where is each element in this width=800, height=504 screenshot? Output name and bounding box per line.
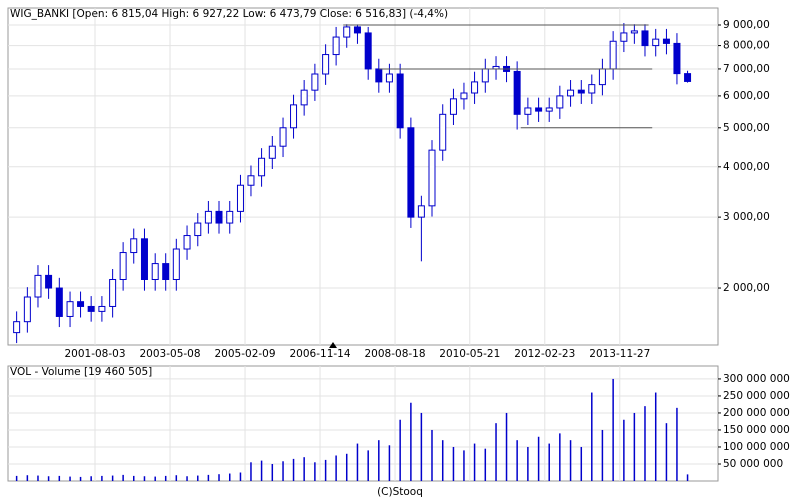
- candle-body: [332, 36, 340, 56]
- candle-body: [98, 305, 106, 312]
- volume-panel: [7, 365, 719, 482]
- x-tick-label: 2013-11-27: [589, 348, 650, 360]
- y-tick-label: 4 000,00: [723, 161, 770, 173]
- candle-body: [385, 73, 393, 83]
- candle-body: [481, 68, 489, 83]
- candle-body: [183, 235, 191, 250]
- candle-body: [396, 73, 404, 129]
- candle-body: [162, 263, 170, 281]
- candle-body: [45, 274, 53, 289]
- candle-body: [215, 210, 223, 224]
- candle-body: [258, 157, 266, 177]
- candle-body: [641, 30, 649, 47]
- candle-body: [417, 205, 425, 218]
- candle-body: [66, 301, 74, 317]
- candle-body: [268, 145, 276, 159]
- x-tick-label: 2012-02-23: [514, 348, 575, 360]
- candle-body: [279, 127, 287, 147]
- candle-body: [588, 84, 596, 94]
- candle-body: [609, 40, 617, 70]
- candle-body: [226, 210, 234, 224]
- candle-body: [513, 70, 521, 115]
- y-tick-label: 200 000 000: [723, 407, 790, 419]
- x-tick-label: 2001-08-03: [64, 348, 125, 360]
- price-panel: [7, 7, 719, 346]
- candle-body: [300, 89, 308, 106]
- candle-body: [172, 248, 180, 281]
- y-tick-label: 9 000,00: [723, 19, 770, 31]
- footer: (C)Stooq: [377, 486, 423, 498]
- candle-body: [130, 238, 138, 254]
- candle-body: [662, 38, 670, 44]
- candle-body: [577, 89, 585, 94]
- y-tick-label: 300 000 000: [723, 373, 790, 385]
- candle-body: [311, 73, 319, 91]
- y-tick-label: 150 000 000: [723, 424, 790, 436]
- candle-body: [119, 252, 127, 281]
- y-tick-label: 250 000 000: [723, 390, 790, 402]
- y-tick-label: 100 000 000: [723, 441, 790, 453]
- volume-title: VOL - Volume [19 460 505]: [10, 366, 152, 378]
- candle-body: [151, 263, 159, 281]
- candle-body: [194, 222, 202, 237]
- candle-body: [630, 30, 638, 34]
- candle-body: [428, 149, 436, 207]
- marker: [329, 342, 337, 348]
- y-tick-label: 5 000,00: [723, 122, 770, 134]
- candle-body: [524, 107, 532, 115]
- y-tick-label: 3 000,00: [723, 211, 770, 223]
- candle-body: [439, 113, 447, 151]
- candle-body: [471, 81, 479, 94]
- candle-body: [77, 301, 85, 307]
- x-tick-label: 2008-08-18: [365, 348, 426, 360]
- candle-body: [55, 287, 63, 317]
- candle-body: [23, 296, 31, 323]
- candle-body: [652, 38, 660, 47]
- x-tick-label: 2005-02-09: [215, 348, 276, 360]
- candle-body: [545, 107, 553, 112]
- x-tick-label: 2006-11-14: [290, 348, 351, 360]
- candle-body: [236, 184, 244, 212]
- y-tick-label: 50 000 000: [723, 458, 783, 470]
- y-tick-label: 2 000,00: [723, 282, 770, 294]
- candle-body: [460, 92, 468, 100]
- candle-body: [567, 89, 575, 97]
- candle-body: [620, 32, 628, 42]
- y-tick-label: 7 000,00: [723, 63, 770, 75]
- candle-body: [343, 26, 351, 38]
- candle-body: [556, 95, 564, 109]
- candle-body: [375, 68, 383, 83]
- candle-body: [598, 68, 606, 86]
- candle-body: [34, 274, 42, 298]
- y-tick-label: 6 000,00: [723, 90, 770, 102]
- candle-body: [247, 175, 255, 186]
- candle-body: [684, 73, 692, 82]
- candle-body: [535, 107, 543, 112]
- candle-body: [13, 321, 21, 334]
- candle-body: [407, 127, 415, 218]
- x-tick-label: 2003-05-08: [140, 348, 201, 360]
- candle-body: [109, 279, 117, 307]
- candle-body: [204, 210, 212, 224]
- chart-title: WIG_BANKI [Open: 6 815,04 High: 6 927,22…: [10, 8, 448, 20]
- candle-body: [364, 32, 372, 70]
- candle-body: [353, 26, 361, 34]
- candle-body: [87, 305, 95, 312]
- candle-body: [140, 238, 148, 281]
- x-tick-label: 2010-05-21: [439, 348, 500, 360]
- candle-body: [673, 42, 681, 75]
- candle-body: [290, 104, 298, 129]
- candle-body: [449, 98, 457, 115]
- candle-body: [322, 54, 330, 75]
- y-tick-label: 8 000,00: [723, 40, 770, 52]
